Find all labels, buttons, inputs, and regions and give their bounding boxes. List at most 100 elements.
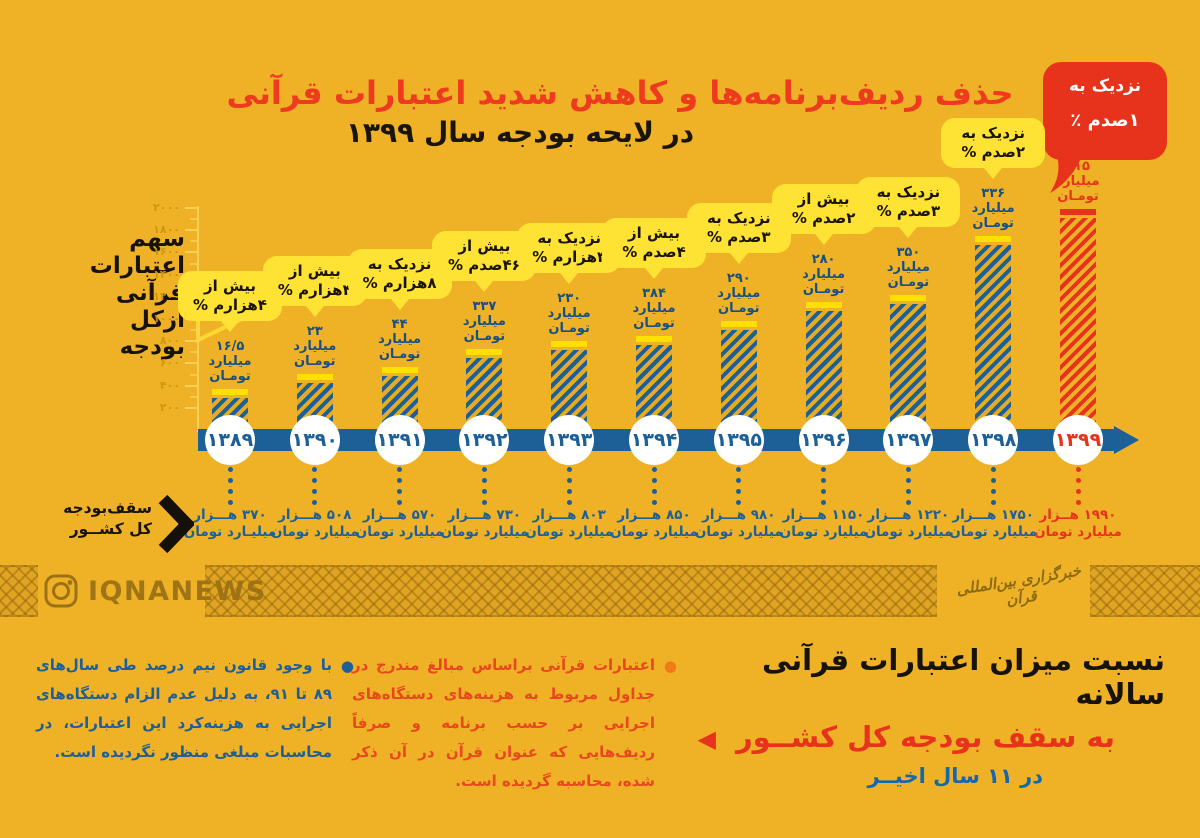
dot: [481, 478, 487, 483]
credit-value-line: ۳۸۴: [642, 286, 666, 301]
share-axis-label-line: بودجه: [119, 334, 185, 360]
credit-value-line: تومـان: [972, 216, 1014, 231]
share-axis-label: سهم اعتبارات قرآنی ازکل بودجه: [60, 226, 185, 361]
bullet-icon: ●: [663, 657, 677, 675]
credit-value-line: میلیارد: [971, 201, 1015, 216]
year-circle: ۱۳۹۲: [459, 415, 510, 465]
note-half-percent-law-text: با وجود قانون نیم درصد طی سال‌های ۸۹ تا …: [36, 656, 332, 761]
dot: [566, 478, 572, 483]
dot: [312, 489, 318, 494]
bar-cap: [296, 374, 333, 380]
credit-value-label: ۲۳۰ میلیارد تومـان: [521, 291, 617, 336]
year-circle: ۱۳۹۱: [374, 415, 425, 465]
dot: [397, 489, 403, 494]
credit-value-line: میلیارد: [462, 314, 506, 329]
highlight-bubble-line2: ۱صدم ٪: [1070, 110, 1140, 131]
dot: [821, 478, 827, 483]
dot: [905, 500, 911, 505]
share-callout-line: نزدیک به: [706, 209, 771, 227]
dot: [312, 478, 318, 483]
dot: [651, 467, 657, 472]
dot: [227, 489, 233, 494]
budget-total-label: ۱۹۹۰ هــزار میلیارد تومان: [1028, 507, 1128, 541]
credit-value-line: تومـان: [887, 275, 930, 290]
credit-value-line: میلیارد: [802, 267, 846, 282]
y-tick-label: ۱۲۰۰: [153, 289, 180, 303]
credit-value-label: ۳۳۶ میلیارد تومـان: [945, 186, 1041, 231]
share-callout-bubble: نزدیک به ۲صدم %: [941, 118, 1046, 179]
credit-value-label: ۱۶/۵ میلیارد تومـان: [182, 339, 278, 384]
dot: [905, 467, 911, 472]
budget-total-line: ۵۷۰ هـــزار: [362, 507, 437, 523]
budget-ceiling-caption-line1: سقف‌بودجه: [63, 499, 152, 517]
share-callout-line: ۲صدم %: [961, 143, 1025, 161]
dot: [566, 467, 572, 472]
dotted-connector: [736, 467, 742, 511]
budget-total-label: ۳۷۰ هـــزار میلیـارد تومان: [180, 507, 280, 541]
credit-value-label: ۲۹۰ میلیارد تومـان: [691, 271, 787, 316]
dotted-connector: [905, 467, 911, 511]
dot: [821, 489, 827, 494]
dot: [651, 500, 657, 505]
headline-line1: نسبت میزان اعتبارات قرآنی سالانه: [761, 643, 1165, 711]
ornament-pattern: [1090, 565, 1200, 617]
y-tick: [185, 229, 197, 232]
share-callout-line: نزدیک به: [367, 255, 432, 273]
dot: [481, 467, 487, 472]
bar-cap: [720, 321, 757, 327]
year-circle: ۱۳۸۹: [205, 415, 255, 465]
year-circle: ۱۳۹۹: [1053, 415, 1103, 465]
y-tick: [185, 207, 197, 209]
y-minor-tick: [190, 218, 197, 221]
dot: [227, 478, 233, 483]
budget-total-line: میلیـارد تومان: [183, 524, 277, 540]
callout-tail: [814, 234, 833, 245]
dot: [397, 478, 403, 483]
budget-total-line: ۵۰۸ هـــزار: [278, 507, 352, 523]
dotted-connector: [566, 467, 572, 511]
budget-total-line: میلیارد تومان: [694, 524, 783, 540]
year-circle: ۱۳۹۴: [629, 415, 679, 465]
dotted-connector: [481, 467, 487, 511]
budget-total-label: ۱۲۲۰ هـــزار میلیارد تومان: [858, 507, 958, 541]
credit-value-label: ۴۴ میلیارد تومـان: [352, 317, 448, 362]
dot: [481, 489, 487, 494]
dot: [990, 478, 996, 483]
credit-value-line: تومـان: [463, 329, 506, 344]
dot: [1075, 478, 1081, 483]
highlight-speech-bubble: نزدیک به ۱صدم ٪: [1043, 62, 1167, 160]
budget-total-label: ۷۳۰ هـــزار میلیارد تومان: [434, 507, 534, 541]
share-callout-line: ۴۶صدم %: [448, 256, 521, 274]
dot: [736, 467, 742, 472]
share-callout-bubble: نزدیک به۳هزارم %: [517, 223, 622, 284]
credit-value-line: تومـان: [633, 316, 675, 331]
budget-total-label: ۹۸۰ هـــزار میلیارد تومان: [689, 507, 789, 541]
budget-bar-۱۳۹۸: [975, 236, 1012, 430]
credit-value-label: ۲۳ میلیارد تومـان: [267, 324, 363, 369]
headline-line3: در ۱۱ سال اخیــر: [867, 764, 1043, 788]
credit-value-line: میلیارد: [717, 286, 761, 301]
budget-bar-۱۳۹۵: [720, 321, 757, 430]
y-tick-label: ۱۶۰۰: [153, 245, 180, 259]
bar-stripes: [890, 304, 927, 430]
share-callout-line: بیش از: [458, 237, 511, 255]
credit-value-line: میلیارد: [886, 260, 930, 275]
highlight-bubble-line1: نزدیک به: [1068, 76, 1142, 96]
callout-tail: [984, 168, 1003, 179]
budget-bar-۱۳۹۹: [1060, 209, 1096, 430]
headline-line2: به سقف بودجه کل کشــور ◀: [685, 720, 1165, 754]
y-tick-label: ۱۸۰۰: [153, 223, 180, 237]
budget-bar-۱۳۹۷: [890, 295, 927, 430]
share-axis-label-line: اعتبارات: [89, 253, 185, 279]
share-callout-line: ۳صدم %: [707, 228, 771, 246]
bar-cap: [890, 295, 927, 301]
budget-total-line: ۱۲۲۰ هـــزار: [867, 507, 950, 523]
y-tick: [185, 362, 197, 365]
budget-total-line: میلیارد تومان: [270, 524, 359, 540]
credit-value-line: میلیارد: [293, 339, 337, 354]
share-callout-line: ۳صدم %: [876, 202, 941, 220]
speech-bubble-tail-icon: [1050, 153, 1082, 193]
dot: [736, 500, 742, 505]
budget-total-label: ۱۷۵۰ هـــزار میلیارد تومان: [943, 507, 1043, 541]
